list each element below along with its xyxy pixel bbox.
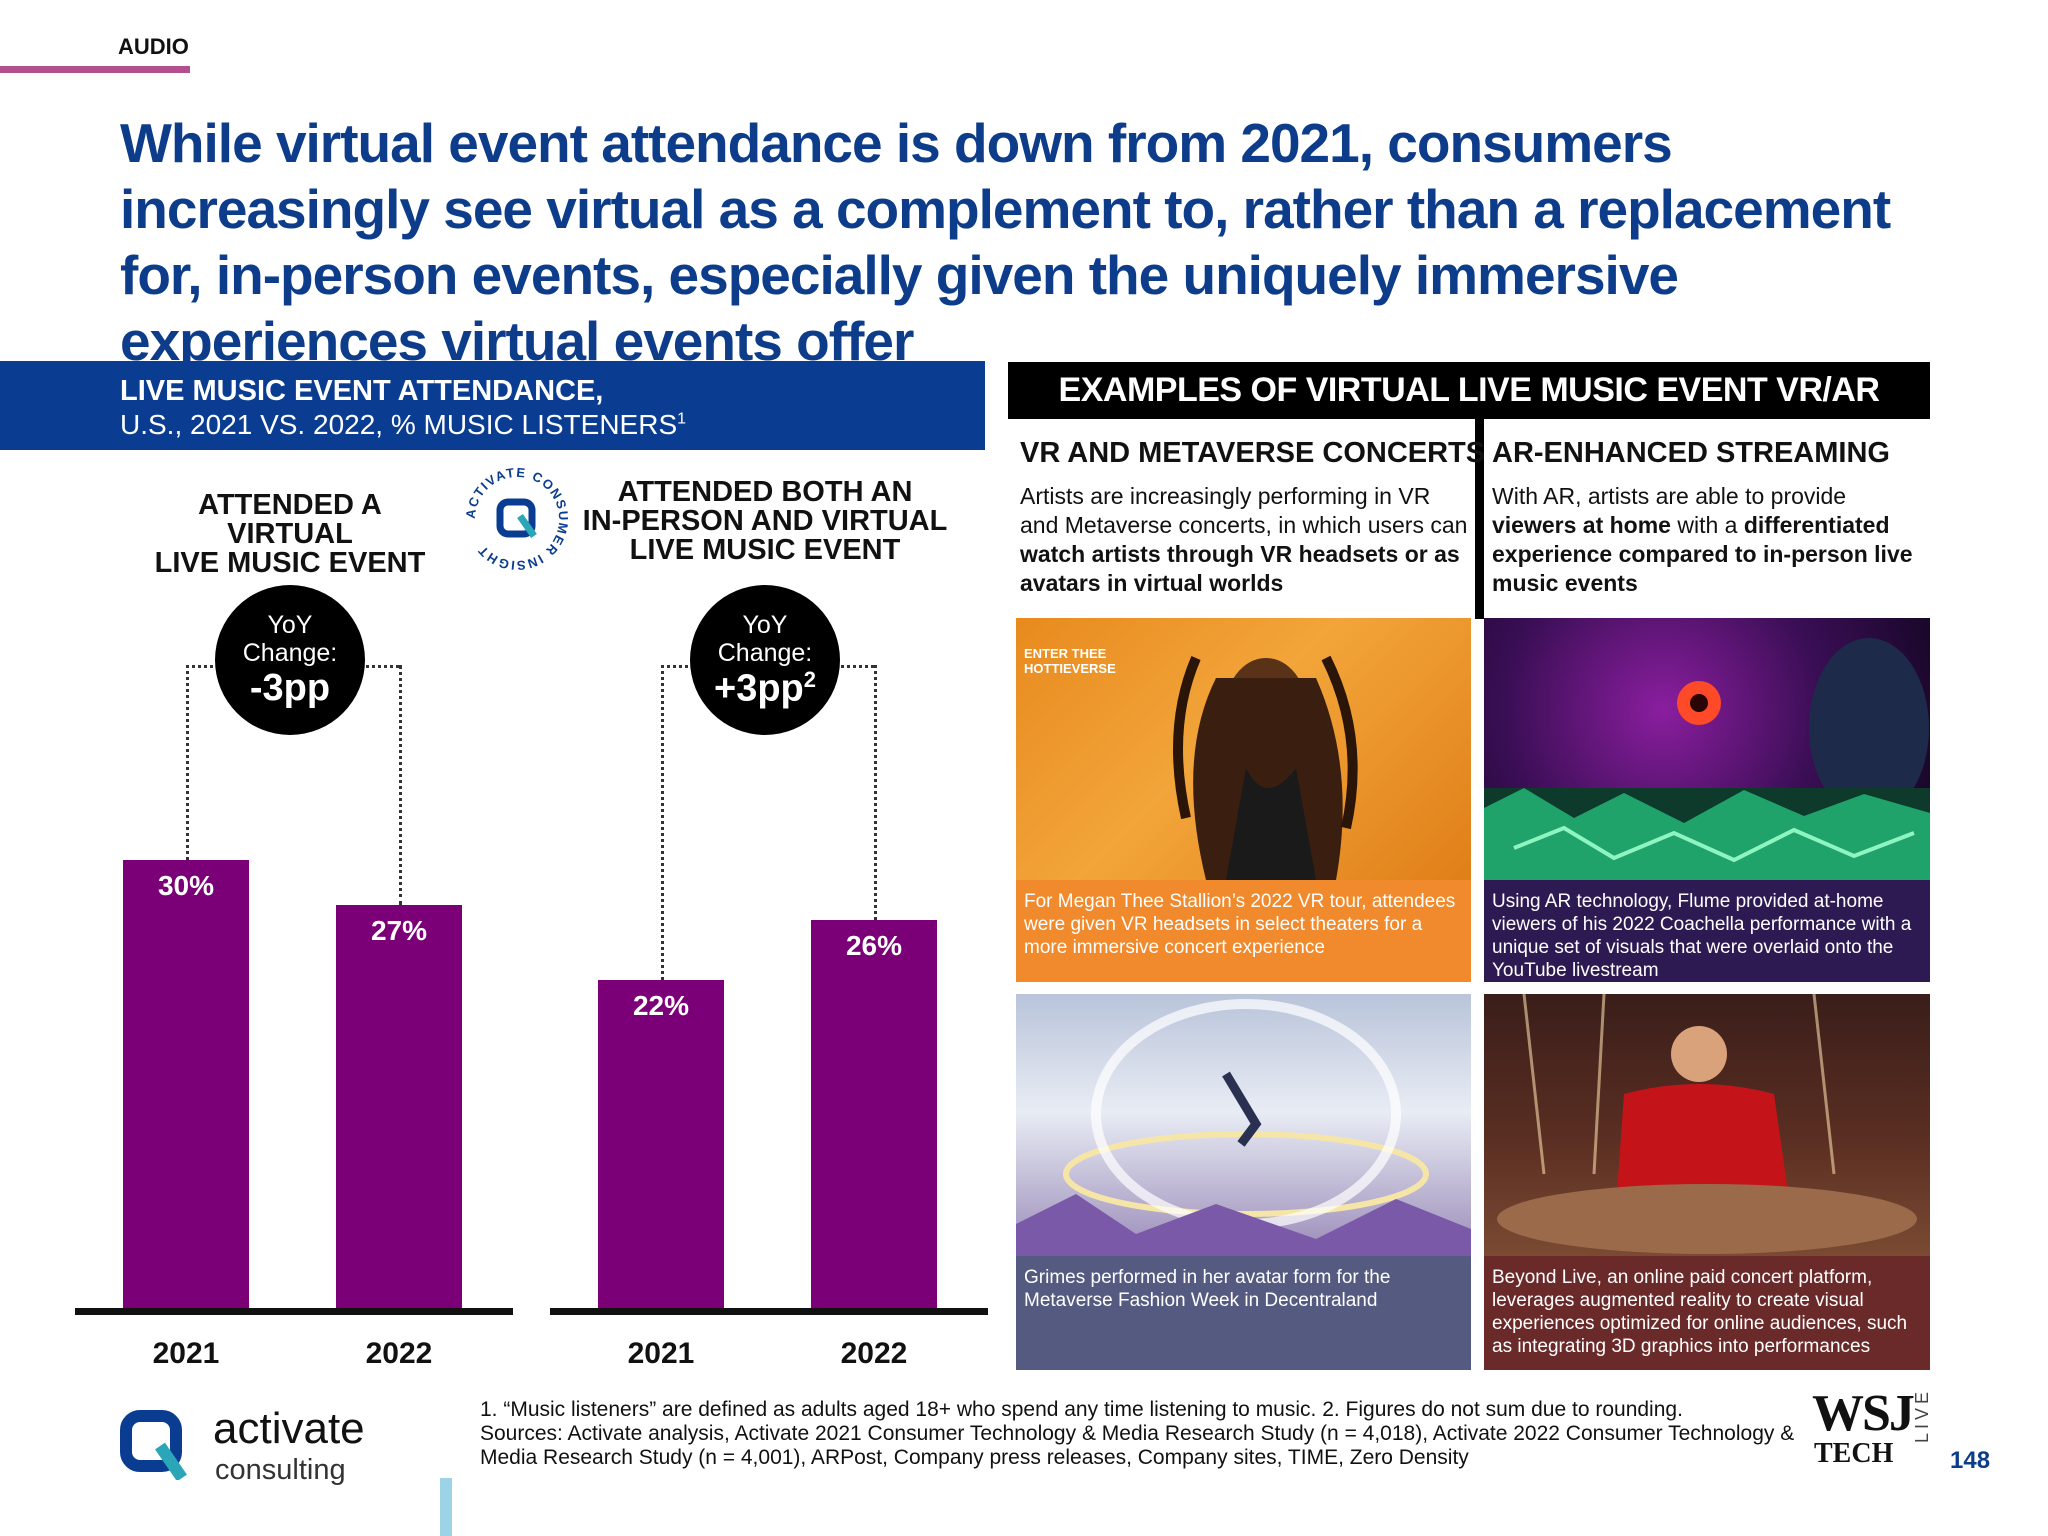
chart1-x-label-2022: 2022 xyxy=(365,1337,433,1370)
chart1-title: ATTENDED A VIRTUAL LIVE MUSIC EVENT xyxy=(154,489,426,579)
bar-charts: 30% 2021 27% 2022 YoY Change: -3pp 22% 2021 26% 20… xyxy=(0,0,1000,1380)
examples-banner: EXAMPLES OF VIRTUAL LIVE MUSIC EVENT VR/… xyxy=(1008,362,1930,466)
hottieverse-overlay-text: ENTER THEE HOTTIEVERSE xyxy=(1024,646,1116,676)
chart-banner-subtitle: U.S., 2021 VS. 2022, % MUSIC LISTENERS1 xyxy=(120,409,687,440)
chart2-bracket-right xyxy=(874,665,877,920)
tech-wordmark: TECH xyxy=(1814,1438,1894,1469)
chart1-bar-2021 xyxy=(123,860,249,1310)
footnotes: 1. “Music listeners” are defined as adul… xyxy=(480,1398,1795,1469)
yoy-label: YoY xyxy=(742,611,788,639)
chart2-x-label-2021: 2021 xyxy=(627,1337,695,1370)
chart1-x-label-2021: 2021 xyxy=(152,1337,220,1370)
live-wordmark: LIVE xyxy=(1912,1388,1932,1444)
page-number: 148 xyxy=(1950,1447,1991,1474)
beyond-live-caption: Beyond Live, an online paid concert plat… xyxy=(1484,1256,1930,1370)
ar-column-description: With AR, artists are able to provide vie… xyxy=(1492,483,1913,596)
chart1-value-label-2022: 27% xyxy=(370,915,428,946)
activate-logo-icon xyxy=(120,1410,187,1480)
footer-accent-bar xyxy=(440,1478,452,1536)
chart2-title: ATTENDED BOTH AN IN-PERSON AND VIRTUAL L… xyxy=(582,476,948,566)
chart1-yoy-badge: YoY Change: -3pp xyxy=(215,585,365,735)
chart2-bar-2021 xyxy=(598,980,724,1310)
chart2-bracket-left xyxy=(661,665,664,980)
section-tag: AUDIO xyxy=(118,34,189,59)
yoy-sublabel: Change: xyxy=(242,639,338,667)
chart2-baseline xyxy=(550,1308,988,1315)
yoy-sublabel: Change: xyxy=(717,639,813,667)
grimes-metaverse-photo xyxy=(1016,994,1471,1256)
beyond-live-photo xyxy=(1484,994,1930,1256)
flume-caption: Using AR technology, Flume provided at-h… xyxy=(1484,880,1930,982)
chart1-bracket-right xyxy=(399,665,402,905)
yoy-value: -3pp xyxy=(249,667,331,709)
yoy-value: +3pp2 xyxy=(714,667,816,710)
activate-logo-subword: consulting xyxy=(215,1454,346,1486)
megan-caption: For Megan Thee Stallion’s 2022 VR tour, … xyxy=(1016,880,1471,982)
wsj-tech-live-logo: WSJ TECH LIVE xyxy=(1812,1384,1932,1474)
section-rule xyxy=(0,66,190,73)
activate-logo-word: activate xyxy=(213,1404,365,1453)
grimes-caption: Grimes performed in her avatar form for … xyxy=(1016,1256,1471,1370)
yoy-label: YoY xyxy=(267,611,313,639)
vr-column-description: Artists are increasingly performing in V… xyxy=(1020,483,1468,596)
ar-column-title: AR-ENHANCED STREAMING xyxy=(1492,437,1890,469)
megan-vr-photo: ENTER THEE HOTTIEVERSE xyxy=(1016,618,1471,880)
activate-logo: activate consulting xyxy=(120,1404,420,1488)
chart2-yoy-badge: YoY Change: +3pp2 xyxy=(690,585,840,735)
yoy-footnote-mark: 2 xyxy=(803,667,816,692)
flume-ar-photo xyxy=(1484,618,1930,880)
chart2-x-label-2022: 2022 xyxy=(840,1337,908,1370)
chart1-bracket-left xyxy=(186,665,189,860)
vr-column-title: VR AND METAVERSE CONCERTS xyxy=(1020,437,1486,469)
chart2-value-label-2021: 22% xyxy=(632,990,690,1021)
chart-banner: LIVE MUSIC EVENT ATTENDANCE, U.S., 2021 … xyxy=(0,361,985,450)
wsj-wordmark: WSJ xyxy=(1812,1385,1915,1442)
chart2-value-label-2022: 26% xyxy=(845,930,903,961)
chart1-bar-2022 xyxy=(336,905,462,1310)
page-headline: While virtual event attendance is down f… xyxy=(120,112,1891,372)
chart-banner-title: LIVE MUSIC EVENT ATTENDANCE, xyxy=(120,375,604,407)
chart1-value-label-2021: 30% xyxy=(157,870,215,901)
column-divider xyxy=(1475,419,1484,619)
chart2-bar-2022 xyxy=(811,920,937,1310)
consumer-insight-badge: ACTIVATE CONSUMER INSIGHT xyxy=(462,464,572,574)
chart1-baseline xyxy=(75,1308,513,1315)
